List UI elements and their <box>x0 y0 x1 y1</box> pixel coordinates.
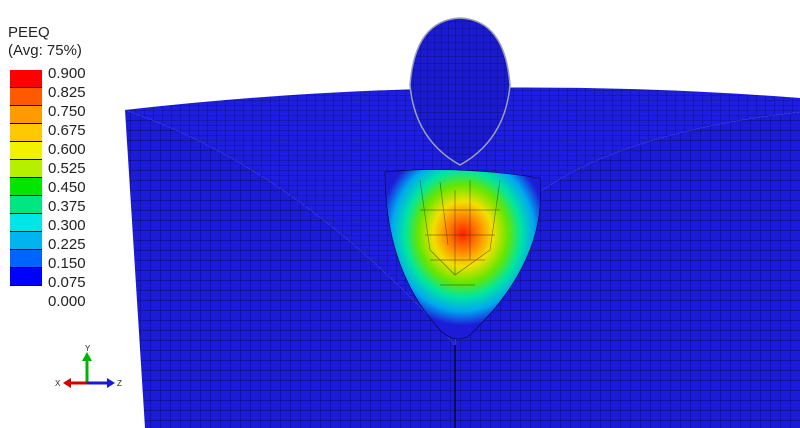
legend-labels: 0.900 0.825 0.750 0.675 0.600 0.525 0.450 0.375… <box>48 64 86 311</box>
legend-level-label: 0.750 <box>48 103 86 120</box>
legend-level-label: 0.525 <box>48 160 86 177</box>
legend-level-label: 0.675 <box>48 122 86 139</box>
legend-swatch <box>10 106 42 124</box>
legend-swatch <box>10 178 42 196</box>
triad-y-label: Y <box>85 345 91 353</box>
legend-level-label: 0.375 <box>48 198 86 215</box>
legend-swatch <box>10 196 42 214</box>
legend-swatch <box>10 70 42 88</box>
legend-swatch <box>10 88 42 106</box>
triad-z-label: Z <box>117 379 122 388</box>
contour-legend: PEEQ (Avg: 75%) 0.900 0.825 0.750 0.675 0.60… <box>8 24 128 310</box>
block-right-face <box>455 112 800 428</box>
legend-swatch <box>10 160 42 178</box>
triad-x-label: X <box>55 379 61 388</box>
axis-triad: Y X Z <box>55 345 122 388</box>
legend-swatch <box>10 250 42 268</box>
plastic-zone-mesh <box>419 179 501 286</box>
legend-body: 0.900 0.825 0.750 0.675 0.600 0.525 0.450 0.375… <box>8 64 128 310</box>
legend-level-label: 0.825 <box>48 84 86 101</box>
legend-level-label: 0.450 <box>48 179 86 196</box>
legend-swatch <box>10 268 42 286</box>
legend-level-label: 0.075 <box>48 274 86 291</box>
spherical-indenter <box>409 17 511 166</box>
legend-swatch <box>10 232 42 250</box>
plastic-strain-zone <box>384 169 542 340</box>
legend-swatch <box>10 124 42 142</box>
legend-level-label: 0.300 <box>48 217 86 234</box>
legend-level-label: 0.150 <box>48 255 86 272</box>
legend-level-label: 0.600 <box>48 141 86 158</box>
legend-color-bar <box>10 70 42 286</box>
legend-level-label: 0.225 <box>48 236 86 253</box>
legend-level-label: 0.900 <box>48 65 86 82</box>
legend-swatch <box>10 142 42 160</box>
legend-swatch <box>10 214 42 232</box>
legend-level-label: 0.000 <box>48 293 86 310</box>
legend-subtitle: (Avg: 75%) <box>8 42 82 59</box>
block-left-face <box>125 110 455 428</box>
legend-title: PEEQ <box>8 24 50 41</box>
